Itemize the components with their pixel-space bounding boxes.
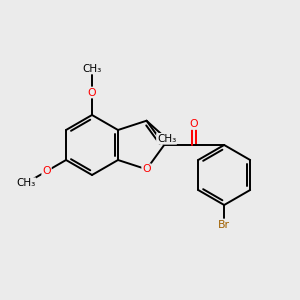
Text: CH₃: CH₃ — [16, 178, 35, 188]
Text: CH₃: CH₃ — [82, 64, 102, 74]
Text: O: O — [88, 88, 96, 98]
Text: CH₃: CH₃ — [157, 134, 176, 144]
Text: Br: Br — [218, 220, 230, 230]
Text: O: O — [42, 166, 51, 176]
Text: O: O — [142, 164, 151, 174]
Text: O: O — [190, 119, 199, 129]
